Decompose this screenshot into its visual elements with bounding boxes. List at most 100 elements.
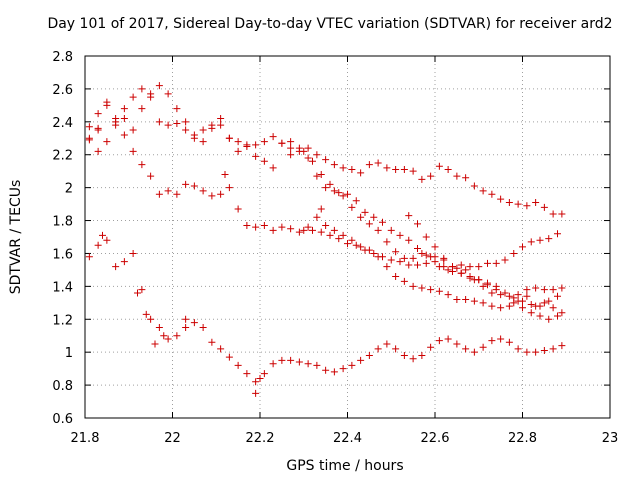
- data-point: [540, 286, 548, 294]
- data-point: [357, 213, 365, 221]
- data-point: [252, 152, 260, 160]
- data-point: [199, 138, 207, 146]
- x-tick-label: 22.4: [333, 431, 362, 446]
- y-tick-label: 2.4: [52, 116, 73, 131]
- data-point: [470, 348, 478, 356]
- data-point: [549, 345, 557, 353]
- data-point: [295, 358, 303, 366]
- data-point: [532, 284, 540, 292]
- y-axis-label: SDTVAR / TECUs: [8, 180, 24, 295]
- data-point: [309, 226, 316, 234]
- data-point: [444, 291, 452, 299]
- data-point: [313, 172, 321, 180]
- axis-ticks: [84, 55, 611, 419]
- data-point: [462, 266, 470, 274]
- data-point: [492, 286, 500, 294]
- data-point: [352, 197, 360, 205]
- data-point: [173, 332, 181, 340]
- data-point: [392, 272, 400, 280]
- data-point: [326, 231, 334, 239]
- data-point: [357, 169, 365, 177]
- data-point: [392, 345, 400, 353]
- data-point: [344, 190, 351, 198]
- data-point: [536, 312, 544, 320]
- data-point: [94, 110, 102, 118]
- data-point: [527, 238, 535, 246]
- data-point: [545, 315, 553, 323]
- data-point: [396, 258, 404, 266]
- x-tick-label: 21.8: [71, 431, 100, 446]
- data-point: [252, 378, 260, 386]
- data-point: [484, 281, 491, 289]
- data-point: [536, 302, 544, 310]
- data-point: [304, 144, 312, 152]
- data-point: [414, 245, 421, 253]
- data-point: [523, 292, 531, 300]
- data-point: [519, 297, 526, 305]
- data-point: [374, 226, 382, 234]
- data-point: [549, 286, 557, 294]
- data-point: [514, 345, 522, 353]
- data-point: [225, 353, 233, 361]
- data-point: [383, 238, 391, 246]
- data-point: [453, 340, 461, 348]
- series-trace-d: [85, 236, 566, 386]
- data-point: [256, 375, 264, 383]
- data-point: [554, 292, 561, 300]
- data-point: [295, 144, 303, 152]
- data-point: [488, 302, 496, 310]
- data-point: [138, 105, 146, 113]
- data-point: [234, 147, 242, 155]
- data-point: [243, 221, 251, 229]
- data-point: [138, 286, 146, 294]
- data-point: [287, 225, 295, 233]
- data-point: [304, 223, 312, 231]
- data-point: [479, 282, 487, 290]
- series-trace-g: [405, 212, 561, 310]
- data-point: [151, 340, 159, 348]
- data-point: [129, 126, 137, 134]
- data-point: [304, 360, 312, 368]
- data-point: [221, 170, 229, 178]
- data-point: [129, 147, 137, 155]
- data-point: [339, 164, 347, 172]
- data-point: [182, 126, 190, 134]
- data-point: [217, 345, 225, 353]
- data-point: [475, 263, 483, 271]
- data-point: [103, 101, 111, 109]
- data-point: [527, 309, 535, 317]
- data-point: [155, 82, 163, 90]
- data-point: [396, 231, 404, 239]
- data-point: [313, 361, 321, 369]
- data-point: [466, 272, 474, 280]
- data-point: [199, 324, 207, 331]
- data-point: [532, 348, 540, 356]
- data-point: [440, 263, 448, 271]
- data-point: [103, 138, 111, 146]
- data-point: [536, 236, 544, 244]
- series-outliers: [94, 138, 325, 397]
- data-point: [405, 261, 413, 269]
- data-point: [379, 218, 386, 226]
- data-point: [519, 243, 526, 251]
- data-point: [330, 226, 338, 234]
- data-point: [155, 190, 163, 198]
- series-trace-b: [85, 82, 566, 300]
- data-point: [94, 126, 102, 134]
- y-tick-label: 2.6: [52, 83, 73, 98]
- x-tick-label: 23: [602, 431, 619, 446]
- data-point: [129, 93, 137, 101]
- data-point: [497, 291, 505, 299]
- data-point: [466, 263, 474, 271]
- data-point: [427, 286, 435, 294]
- data-point: [440, 254, 448, 262]
- data-point: [173, 119, 181, 127]
- y-tick-label: 0.6: [52, 412, 73, 427]
- data-point: [85, 136, 93, 144]
- data-point: [173, 190, 181, 198]
- data-point: [348, 236, 356, 244]
- data-point: [383, 164, 391, 172]
- data-point: [523, 202, 531, 210]
- data-point: [488, 190, 496, 198]
